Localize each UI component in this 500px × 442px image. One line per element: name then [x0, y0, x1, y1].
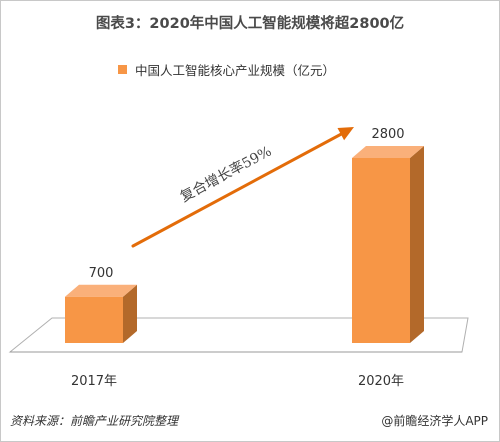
bar-side-2017年	[123, 284, 137, 343]
data-label: 700	[89, 266, 114, 281]
bar-2017年	[65, 296, 123, 343]
growth-arrow-head	[337, 127, 354, 141]
legend-label: 中国人工智能核心产业规模（亿元）	[135, 62, 336, 78]
bar-2020年	[352, 158, 410, 343]
credit-text: @前瞻经济学人APP	[381, 414, 488, 428]
chart-title: 图表3：2020年中国人工智能规模将超2800亿	[95, 16, 405, 32]
bar-side-2020年	[410, 146, 424, 343]
data-label: 2800	[371, 127, 404, 142]
growth-arrow-line	[131, 130, 348, 248]
bar-top-2017年	[65, 284, 137, 297]
x-tick-label: 2017年	[71, 374, 117, 389]
source-note: 资料来源：前瞻产业研究院整理	[10, 414, 179, 428]
x-tick-label: 2020年	[358, 374, 404, 389]
legend-swatch	[118, 64, 127, 74]
legend: 中国人工智能核心产业规模（亿元）	[118, 60, 335, 78]
bar-top-2020年	[352, 146, 424, 158]
